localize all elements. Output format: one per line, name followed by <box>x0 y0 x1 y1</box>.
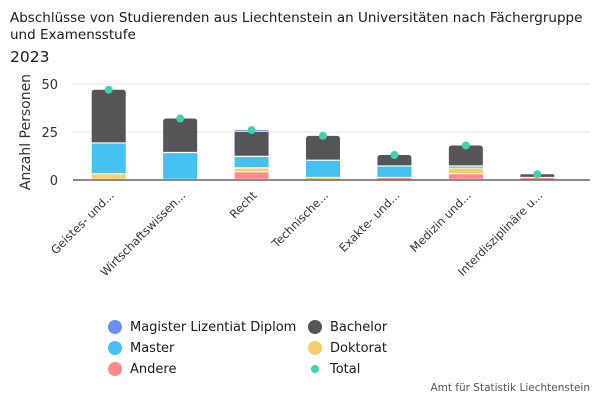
legend: Magister Lizentiat Diplom Bachelor Maste… <box>108 318 428 378</box>
chart-subtitle: 2023 <box>10 48 50 66</box>
bar-stack <box>163 118 198 179</box>
bar-segment-bachelor[interactable] <box>306 135 340 160</box>
bar-segment-doktorat[interactable] <box>448 168 483 174</box>
bar-segment-master[interactable] <box>448 166 483 168</box>
x-tick-label: Medizin und... <box>407 188 474 255</box>
legend-swatch-icon <box>308 341 322 355</box>
bar-segment-master[interactable] <box>234 156 269 168</box>
bar-stack <box>448 145 483 179</box>
bar-segment-master[interactable] <box>306 160 340 177</box>
y-tick-label: 0 <box>50 174 58 189</box>
bar-segment-master[interactable] <box>377 166 412 177</box>
bar-stack <box>306 135 340 180</box>
bar-segment-bachelor[interactable] <box>377 155 412 166</box>
y-tick-label: 50 <box>41 78 58 93</box>
legend-swatch-icon <box>108 320 122 334</box>
legend-swatch-icon <box>308 320 322 334</box>
x-tick-label: Recht <box>227 188 260 221</box>
bar-segment-bachelor[interactable] <box>91 89 126 143</box>
bar-segment-andere[interactable] <box>234 172 269 179</box>
total-markers <box>104 85 542 179</box>
legend-swatch-icon <box>108 341 122 355</box>
total-marker[interactable] <box>461 141 470 150</box>
x-tick-label: Exakte- und... <box>336 188 402 254</box>
bar-segment-andere[interactable] <box>520 178 555 180</box>
total-marker[interactable] <box>390 151 399 160</box>
bar-segment-andere[interactable] <box>448 174 483 179</box>
source-credit: Amt für Statistik Liechtenstein <box>430 382 590 394</box>
total-marker[interactable] <box>176 114 185 123</box>
legend-item-andere[interactable]: Andere <box>108 360 308 378</box>
bar-segment-bachelor[interactable] <box>234 132 269 156</box>
legend-swatch-icon <box>311 365 319 373</box>
total-marker[interactable] <box>104 85 113 94</box>
legend-item-bachelor[interactable]: Bachelor <box>308 318 428 336</box>
legend-label: Bachelor <box>330 319 388 335</box>
legend-item-doktorat[interactable]: Doktorat <box>308 339 428 357</box>
legend-item-master[interactable]: Master <box>108 339 308 357</box>
legend-item-total[interactable]: Total <box>308 360 428 378</box>
x-axis-ticks: Geistes- und...Wirtschaftswissen... Recht… <box>48 188 545 279</box>
bar-segment-bachelor[interactable] <box>448 145 483 166</box>
bar-segment-andere[interactable] <box>377 178 412 180</box>
total-marker[interactable] <box>319 131 327 140</box>
legend-swatch-icon <box>108 362 122 376</box>
chart-title: Abschlüsse von Studierenden aus Liechten… <box>10 10 583 43</box>
legend-label: Magister Lizentiat Diplom <box>130 319 297 335</box>
bar-segment-doktorat[interactable] <box>306 178 340 180</box>
bar-stack <box>377 155 412 180</box>
bar-segment-master[interactable] <box>163 153 198 179</box>
legend-label: Andere <box>130 361 177 377</box>
bar-segment-bachelor[interactable] <box>163 118 198 152</box>
bar-segment-master[interactable] <box>91 143 126 174</box>
bar-segment-doktorat[interactable] <box>234 168 269 172</box>
bar-segment-doktorat[interactable] <box>91 174 126 179</box>
bar-stack <box>234 130 269 179</box>
y-axis-label: Anzahl Personen <box>18 74 34 190</box>
total-marker[interactable] <box>247 126 256 135</box>
total-marker[interactable] <box>533 170 542 179</box>
gridlines <box>73 83 590 133</box>
legend-label: Total <box>330 361 361 377</box>
y-tick-label: 25 <box>41 126 58 141</box>
bars <box>91 89 555 180</box>
legend-label: Master <box>130 340 175 356</box>
x-tick-label: Technische... <box>268 188 331 251</box>
legend-label: Doktorat <box>330 340 387 356</box>
bar-stack <box>91 89 126 179</box>
x-tick-label: Geistes- und... <box>48 188 117 257</box>
legend-item-magister[interactable]: Magister Lizentiat Diplom <box>108 318 308 336</box>
y-axis-ticks: 0 25 50 <box>41 78 58 189</box>
